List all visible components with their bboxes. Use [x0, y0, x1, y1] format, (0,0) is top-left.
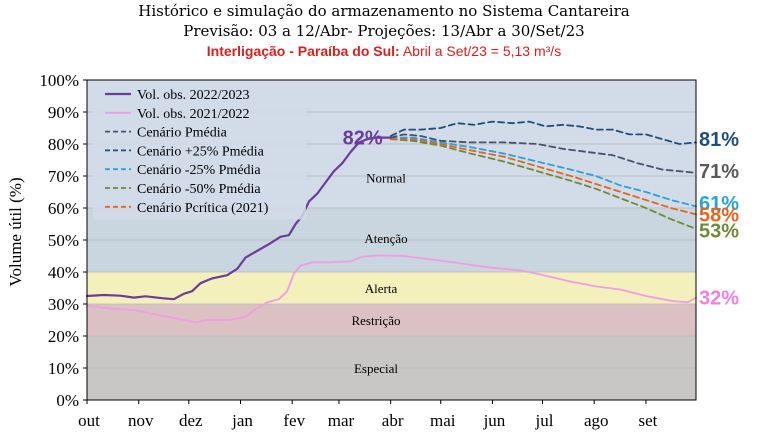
- y-tick-label: 60%: [48, 199, 79, 218]
- x-axis-ticks: out nov dez jan fev mar abr mai jun jul ago set: [78, 400, 658, 430]
- zone-label-2: Alerta: [365, 281, 398, 296]
- y-tick-label: 90%: [48, 103, 79, 122]
- y-tick-label: 70%: [48, 167, 79, 186]
- interconnection-note: Interligação - Paraíba do Sul: Abril a S…: [0, 42, 768, 60]
- x-tick-label-set: set: [638, 411, 657, 430]
- legend: Vol. obs. 2022/2023 Vol. obs. 2021/2022 Ce…: [93, 82, 306, 220]
- x-tick-label-out: out: [78, 411, 100, 430]
- x-tick-label-mai: mai: [430, 411, 456, 430]
- legend-box: [93, 82, 306, 220]
- zone-label-1: Restrição: [351, 313, 400, 328]
- zone-label-3: Atenção: [364, 231, 407, 246]
- end-label-71pct: 71%: [699, 161, 739, 183]
- y-tick-label: 80%: [48, 135, 79, 154]
- series-line-3: [389, 120, 697, 145]
- end-label-32pct: 32%: [699, 288, 739, 310]
- x-tick-label-jan: jan: [231, 411, 253, 430]
- series-line-4: [389, 136, 697, 208]
- zone-labels: Especial Restrição Alerta Atenção Normal: [351, 170, 407, 376]
- end-label-53pct: 53%: [699, 220, 739, 242]
- series-line-0: [85, 136, 392, 301]
- x-tick-label-fev: fev: [283, 411, 305, 430]
- interconnection-label: Interligação - Paraíba do Sul:: [206, 43, 400, 59]
- end-label-61pct: 61%: [699, 193, 739, 215]
- y-tick-label: 50%: [48, 231, 79, 250]
- x-tick-label-dez: dez: [179, 411, 203, 430]
- y-tick-label: 10%: [48, 359, 79, 378]
- series-lines: [85, 120, 697, 324]
- y-axis-ticks: 0% 10% 20% 30% 40% 50% 60% 70% 80% 90% 100%: [39, 71, 87, 410]
- annotation-82: 82%: [343, 128, 383, 150]
- end-labels: 81% 71% 61%58%53% 32%: [699, 129, 739, 309]
- y-tick-label: 100%: [39, 71, 79, 90]
- y-tick-label: 20%: [48, 327, 79, 346]
- y-tick-label: 30%: [48, 295, 79, 314]
- legend-entry-1: Vol. obs. 2021/2022: [137, 107, 250, 122]
- legend-entry-6: Cenário Pcrítica (2021): [137, 201, 269, 216]
- legend-entry-3: Cenário +25% Pmédia: [137, 144, 265, 159]
- chart-title: Histórico e simulação do armazenamento n…: [138, 2, 630, 20]
- x-tick-label-jul: jul: [535, 411, 554, 430]
- series-line-2: [389, 133, 697, 174]
- x-tick-label-abr: abr: [382, 411, 404, 430]
- x-tick-label-mar: mar: [328, 411, 355, 430]
- legend-entry-4: Cenário -25% Pmédia: [137, 163, 261, 178]
- end-label-58pct: 58%: [699, 204, 739, 226]
- interconnection-value: Abril a Set/23 = 5,13 m³/s: [399, 43, 562, 59]
- y-tick-label: 40%: [48, 263, 79, 282]
- zone-label-0: Especial: [354, 361, 398, 376]
- legend-entry-2: Cenário Pmédia: [137, 126, 228, 141]
- series-line-5: [389, 138, 697, 230]
- zone-label-4: Normal: [366, 170, 406, 185]
- chart-subtitle: Previsão: 03 a 12/Abr- Projeções: 13/Abr…: [183, 22, 585, 40]
- x-tick-label-nov: nov: [128, 411, 154, 430]
- x-tick-label-ago: ago: [584, 411, 609, 430]
- series-line-1: [86, 254, 697, 324]
- legend-entry-5: Cenário -50% Pmédia: [137, 182, 261, 197]
- y-axis-label: Volume útil (%): [6, 177, 25, 286]
- x-tick-label-jun: jun: [483, 411, 506, 430]
- series-line-6: [389, 138, 697, 216]
- legend-entry-0: Vol. obs. 2022/2023: [137, 88, 250, 103]
- y-tick-label: 0%: [56, 391, 79, 410]
- zone-band-2: [87, 272, 696, 304]
- end-label-81pct: 81%: [699, 129, 739, 151]
